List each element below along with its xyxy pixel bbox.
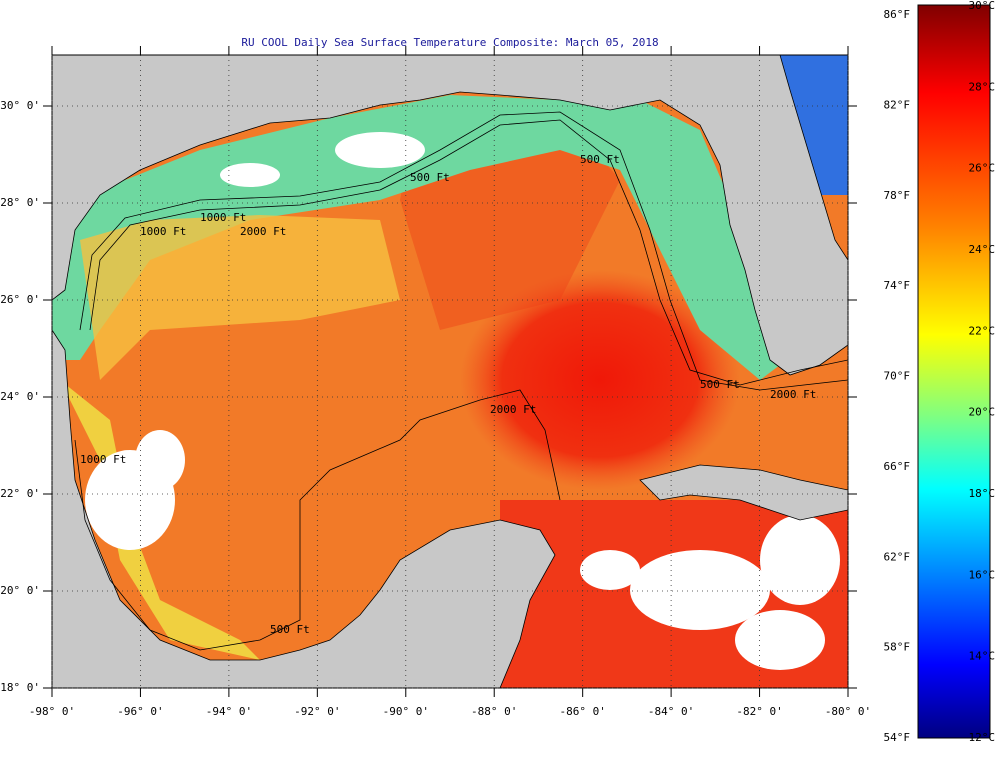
contour-label: 1000 Ft — [140, 225, 186, 238]
mexico-shelf — [60, 380, 260, 660]
lat-label: 28° 0' — [0, 196, 40, 209]
lat-label: 20° 0' — [0, 584, 40, 597]
celsius-label: 22°C — [969, 324, 996, 337]
celsius-label: 28°C — [969, 80, 996, 93]
contour-label: 500 Ft — [410, 171, 450, 184]
map-area — [52, 55, 848, 688]
lat-label: 18° 0' — [0, 681, 40, 694]
contour-label: 1000 Ft — [200, 211, 246, 224]
contour-label: 2000 Ft — [770, 388, 816, 401]
depth-contours — [74, 111, 848, 651]
celsius-label: 14°C — [969, 650, 996, 663]
map-title: RU COOL Daily Sea Surface Temperature Co… — [241, 36, 658, 49]
lon-label: -94° 0' — [206, 705, 252, 718]
fahrenheit-label: 66°F — [884, 460, 911, 473]
celsius-label: 24°C — [969, 243, 996, 256]
fahrenheit-label: 54°F — [884, 731, 911, 744]
lat-label: 24° 0' — [0, 390, 40, 403]
lon-label: -92° 0' — [294, 705, 340, 718]
lon-label: -98° 0' — [29, 705, 75, 718]
fahrenheit-label: 70°F — [884, 370, 911, 383]
lat-label: 30° 0' — [0, 99, 40, 112]
contour-label: 500 Ft — [270, 623, 310, 636]
lon-label: -90° 0' — [383, 705, 429, 718]
lat-label: 26° 0' — [0, 293, 40, 306]
lon-label: -82° 0' — [736, 705, 782, 718]
fahrenheit-label: 58°F — [884, 641, 911, 654]
celsius-label: 12°C — [969, 731, 996, 744]
loop-current — [460, 270, 740, 490]
celsius-label: 18°C — [969, 487, 996, 500]
colorbar — [917, 4, 991, 739]
fahrenheit-label: 86°F — [884, 8, 911, 21]
celsius-label: 26°C — [969, 162, 996, 175]
celsius-label: 20°C — [969, 406, 996, 419]
contour-label: 2000 Ft — [240, 225, 286, 238]
lon-label: -96° 0' — [117, 705, 163, 718]
contour-label: 1000 Ft — [80, 453, 126, 466]
contour-label: 2000 Ft — [490, 403, 536, 416]
fahrenheit-label: 74°F — [884, 279, 911, 292]
celsius-label: 30°C — [969, 0, 996, 12]
lon-label: -84° 0' — [648, 705, 694, 718]
fahrenheit-label: 78°F — [884, 189, 911, 202]
map-frame — [51, 54, 849, 689]
celsius-label: 16°C — [969, 568, 996, 581]
lat-label: 22° 0' — [0, 487, 40, 500]
lon-label: -80° 0' — [825, 705, 871, 718]
land — [52, 55, 848, 688]
fahrenheit-label: 62°F — [884, 550, 911, 563]
cloud-cover — [85, 132, 840, 670]
contour-label: 500 Ft — [700, 378, 740, 391]
lon-label: -88° 0' — [471, 705, 517, 718]
lon-label: -86° 0' — [559, 705, 605, 718]
shelf-warm — [80, 215, 400, 380]
fahrenheit-label: 82°F — [884, 98, 911, 111]
contour-label: 500 Ft — [580, 153, 620, 166]
